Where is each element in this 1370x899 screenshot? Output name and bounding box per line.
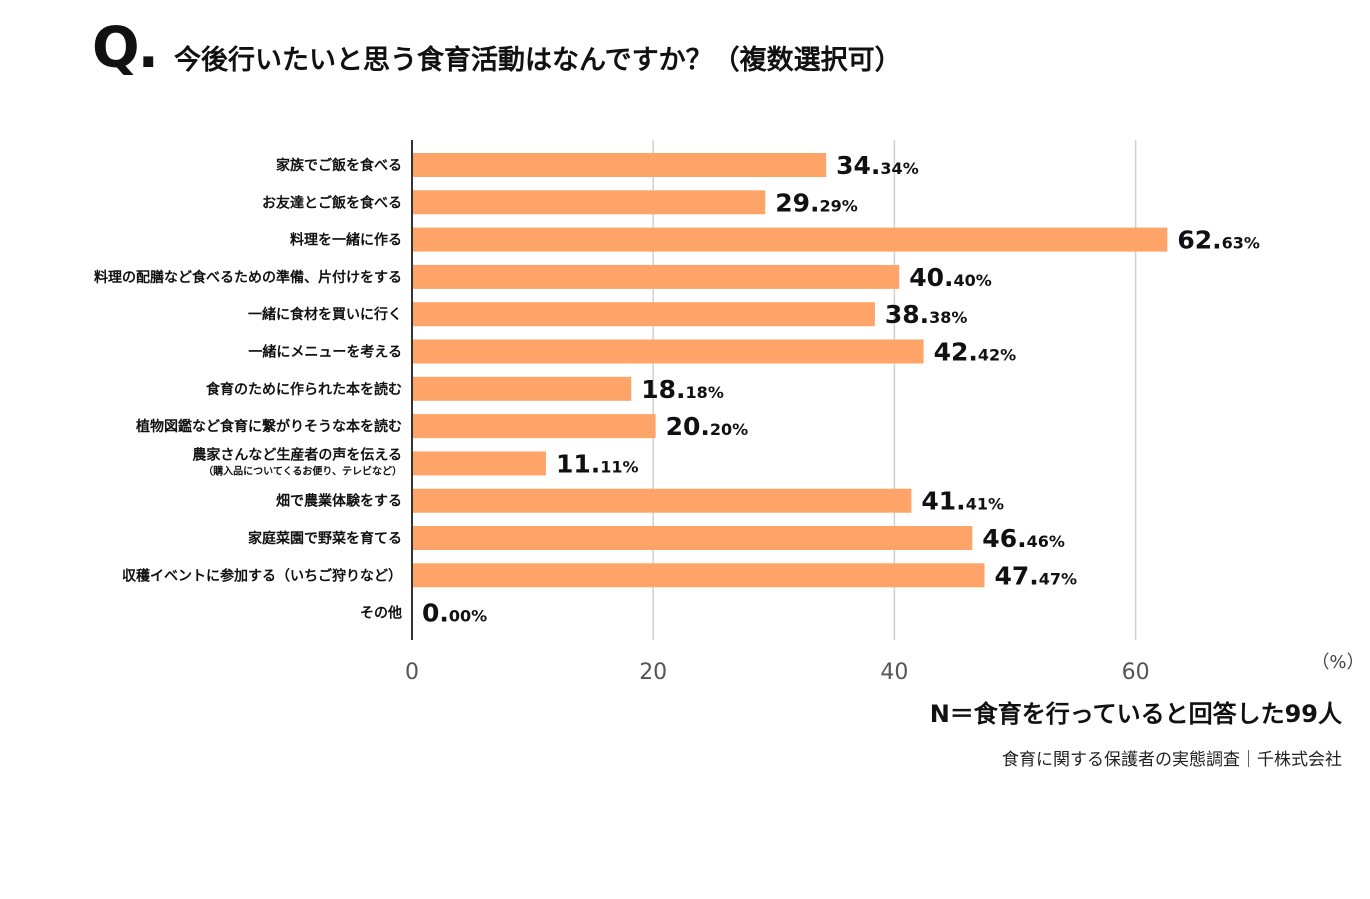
category-label: 家庭菜園で野菜を育てる — [248, 530, 402, 547]
value-label-int: 20. — [666, 412, 710, 441]
value-label-dec: 18% — [686, 383, 724, 402]
source-credit: 食育に関する保護者の実態調査｜千株式会社 — [1002, 750, 1342, 770]
bar — [412, 264, 900, 289]
value-label-int: 29. — [775, 188, 819, 217]
bar — [412, 302, 875, 327]
category-label: 一緒に食材を買いに行く — [248, 306, 402, 323]
value-label: 46.46% — [982, 524, 1065, 553]
category-label: 家族でご飯を食べる — [276, 157, 402, 174]
category-label: 料理の配膳など食べるための準備、片付けをする — [94, 269, 402, 286]
category-label: 収穫イベントに参加する（いちご狩りなど） — [122, 567, 402, 584]
value-label-int: 38. — [885, 300, 929, 329]
value-label-dec: 38% — [929, 308, 967, 327]
x-axis-unit: （%） — [1311, 652, 1364, 673]
value-label: 38.38% — [885, 300, 968, 329]
category-label: その他 — [360, 605, 402, 622]
category-label: 畑で農業体験をする — [275, 493, 402, 510]
value-label-dec: 20% — [710, 420, 748, 439]
bar — [412, 414, 656, 439]
value-label-dec: 47% — [1039, 569, 1077, 588]
value-label: 47.47% — [994, 561, 1077, 590]
bar — [412, 563, 985, 588]
value-label: 62.63% — [1177, 226, 1260, 255]
value-label-dec: 11% — [600, 457, 638, 476]
value-label-dec: 63% — [1222, 234, 1260, 253]
category-label: 料理を一緒に作る — [290, 232, 402, 249]
x-tick-label: 40 — [880, 660, 908, 685]
category-label: 一緒にメニューを考える — [248, 344, 402, 361]
value-label-int: 34. — [836, 151, 880, 180]
category-label: 農家さんなど生産者の声を伝える — [192, 446, 402, 463]
value-label-dec: 29% — [820, 196, 858, 215]
bar — [412, 153, 827, 177]
bar — [412, 339, 924, 364]
value-label-int: 40. — [909, 263, 953, 292]
value-label-int: 46. — [982, 524, 1026, 553]
x-tick-label: 60 — [1122, 660, 1150, 685]
category-label: 植物図鑑など食育に繋がりそうな本を読む — [135, 418, 402, 435]
bar — [412, 526, 973, 550]
chart-title: 今後行いたいと思う食育活動はなんですか？（複数選択可） — [174, 45, 902, 76]
value-label-int: 11. — [556, 449, 600, 478]
bar — [412, 451, 546, 476]
value-label-int: 18. — [641, 375, 685, 404]
value-label-dec: 46% — [1027, 532, 1065, 551]
bar — [412, 376, 632, 401]
bar — [412, 227, 1168, 252]
value-label-int: 0. — [422, 599, 449, 628]
question-mark: Q. — [92, 16, 159, 81]
category-label: 食育のために作られた本を読む — [206, 381, 402, 398]
value-label: 11.11% — [556, 449, 639, 478]
value-label: 40.40% — [909, 263, 992, 292]
category-sublabel: （購入品についてくるお便り、テレビなど） — [203, 464, 402, 477]
value-label: 0.00% — [422, 599, 487, 628]
value-label: 42.42% — [934, 338, 1017, 367]
value-label: 29.29% — [775, 188, 858, 217]
value-label-int: 41. — [921, 487, 965, 516]
value-label: 20.20% — [666, 412, 749, 441]
x-tick-label: 20 — [639, 660, 667, 685]
value-label-int: 42. — [934, 338, 978, 367]
value-label: 34.34% — [836, 151, 919, 180]
value-label-dec: 40% — [954, 271, 992, 290]
value-label-int: 62. — [1177, 226, 1221, 255]
value-label-dec: 42% — [978, 346, 1016, 365]
x-tick-label: 0 — [405, 660, 419, 685]
category-label: お友達とご飯を食べる — [262, 194, 402, 211]
value-label: 41.41% — [921, 487, 1004, 516]
value-label: 18.18% — [641, 375, 724, 404]
value-label-dec: 00% — [449, 607, 487, 626]
bar — [412, 488, 912, 513]
value-label-dec: 41% — [966, 495, 1004, 514]
value-label-int: 47. — [994, 561, 1038, 590]
bar — [412, 190, 766, 215]
value-label-dec: 34% — [880, 159, 918, 178]
sample-size-note: N＝食育を行っていると回答した99人 — [929, 700, 1342, 728]
